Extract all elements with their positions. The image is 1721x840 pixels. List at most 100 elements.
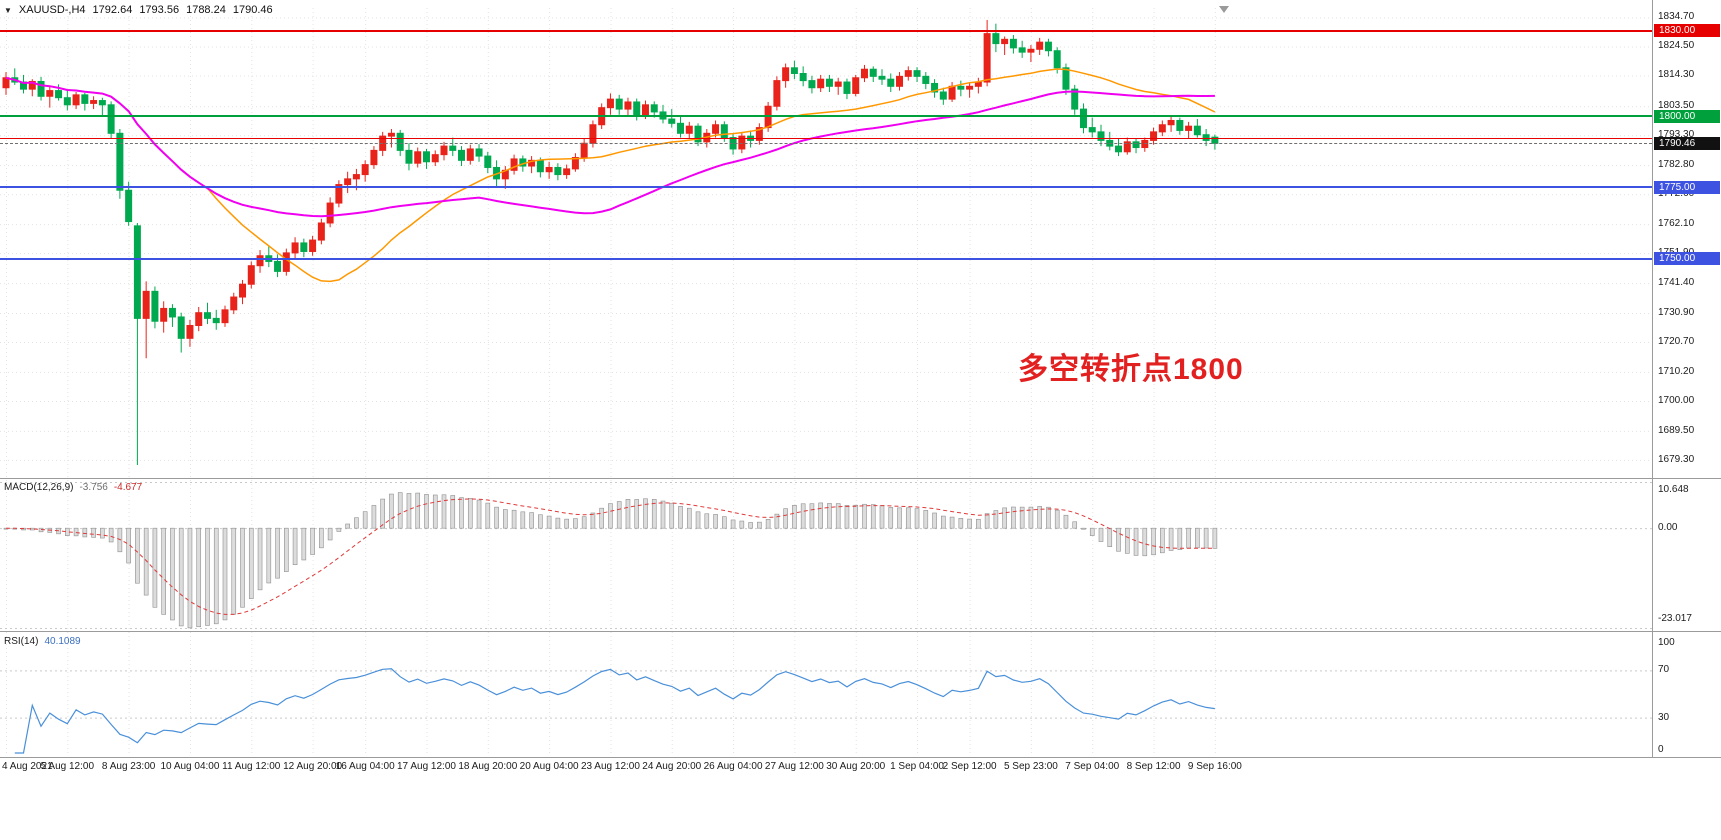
candle-body <box>1097 131 1105 141</box>
macd-histogram-bar <box>476 499 482 529</box>
macd-histogram-bar <box>1168 527 1174 551</box>
candle-body <box>309 239 317 252</box>
candle-body <box>2 77 10 89</box>
chart-shift-icon[interactable] <box>1219 6 1229 13</box>
macd-histogram-bar <box>1160 527 1165 554</box>
candle-body <box>256 255 264 267</box>
horizontal-line-1775[interactable] <box>0 186 1652 189</box>
candle-body <box>939 91 947 100</box>
price-axis-border <box>1652 0 1653 757</box>
macd-histogram-bar <box>573 518 578 529</box>
candle-body <box>475 148 483 157</box>
macd-histogram-bar <box>1098 527 1104 542</box>
time-axis-label: 18 Aug 20:00 <box>458 761 518 772</box>
macd-histogram-bar <box>503 509 508 529</box>
candle-body <box>1027 48 1035 53</box>
time-axis-label: 11 Aug 12:00 <box>222 761 281 772</box>
ohlc-high: 1793.56 <box>139 4 180 16</box>
candle-body <box>887 78 895 87</box>
candle-body <box>589 124 597 144</box>
time-axis-label: 24 Aug 20:00 <box>642 761 702 772</box>
macd-histogram-bar <box>844 505 850 529</box>
candle-body <box>160 307 168 322</box>
panel-separator-rsi[interactable] <box>0 631 1721 632</box>
macd-histogram-bar <box>240 527 245 608</box>
macd-histogram-bar <box>660 500 666 529</box>
time-axis-label: 7 Sep 04:00 <box>1065 761 1120 772</box>
candle-body <box>247 265 255 285</box>
candle-body <box>440 145 448 156</box>
horizontal-line-1800[interactable] <box>0 115 1652 118</box>
macd-histogram-bar <box>590 512 596 529</box>
price-axis-label: 1689.50 <box>1658 424 1695 436</box>
macd-histogram-bar <box>529 512 534 529</box>
macd-histogram-bar <box>319 527 324 549</box>
panel-separator-macd[interactable] <box>0 478 1721 479</box>
macd-histogram-bar <box>993 510 999 529</box>
candle-body <box>230 296 238 311</box>
macd-histogram-bar <box>713 514 718 529</box>
macd-histogram-bar <box>1037 506 1042 529</box>
price-axis-label: 1679.30 <box>1658 453 1695 465</box>
candle-body <box>624 101 632 110</box>
macd-histogram-bar <box>669 502 675 529</box>
candle-body <box>694 125 702 143</box>
price-axis-label: 1814.30 <box>1658 69 1695 81</box>
macd-histogram-bar <box>284 527 289 572</box>
candle-body <box>510 158 518 171</box>
candle-body <box>239 283 247 298</box>
rsi-line <box>14 668 1215 754</box>
macd-histogram-bar <box>1177 527 1183 550</box>
macd-histogram-bar <box>205 527 210 626</box>
macd-histogram-bar <box>1081 527 1086 530</box>
candle-body <box>282 252 290 272</box>
horizontal-line-1750[interactable] <box>0 257 1652 260</box>
candle-body <box>712 124 720 134</box>
macd-histogram-bar <box>1046 506 1051 529</box>
macd-value-main: -3.756 <box>79 482 108 493</box>
macd-histogram-bar <box>625 499 631 529</box>
macd-histogram-bar <box>1203 527 1209 549</box>
macd-histogram-bar <box>862 503 867 529</box>
macd-histogram-bar <box>792 504 797 529</box>
candle-body <box>966 85 974 90</box>
candle-body <box>755 127 763 141</box>
macd-histogram-bar <box>345 523 350 529</box>
macd-histogram-bar <box>310 527 315 555</box>
time-axis-label: 30 Aug 20:00 <box>826 761 886 772</box>
macd-histogram-bar <box>380 498 385 529</box>
macd-histogram-bar <box>722 516 727 529</box>
macd-histogram-bar <box>135 527 140 584</box>
macd-histogram-bar <box>1011 506 1016 529</box>
rsi-axis-label: 70 <box>1658 664 1670 676</box>
candle-body <box>1202 134 1210 141</box>
macd-histogram-bar <box>879 505 885 529</box>
macd-histogram-bar <box>65 527 70 536</box>
current-price-line <box>0 143 1652 145</box>
candle-body <box>422 151 430 163</box>
candle-body <box>1053 50 1061 69</box>
macd-histogram-bar <box>818 502 823 529</box>
candle-body <box>729 137 737 150</box>
macd-histogram-bar <box>82 527 88 538</box>
candle-body <box>396 132 404 151</box>
macd-histogram-bar <box>634 499 640 529</box>
macd-histogram-bar <box>616 501 622 529</box>
symbol-dropdown-icon[interactable]: ▼ <box>4 5 12 15</box>
candle-body <box>55 90 63 99</box>
candle-body <box>808 80 816 89</box>
candle-body <box>904 70 912 77</box>
candle-body <box>580 142 588 158</box>
horizontal-line-1830[interactable] <box>0 29 1652 32</box>
horizontal-line-1792[interactable] <box>0 138 1652 140</box>
candle-body <box>1158 124 1166 133</box>
candle-body <box>125 189 133 223</box>
candle-body <box>817 78 825 89</box>
macd-histogram-bar <box>213 527 219 625</box>
candle-body <box>747 135 755 141</box>
candle-body <box>1123 141 1131 153</box>
candle-body <box>860 68 868 79</box>
candle-body <box>896 75 904 87</box>
rsi-axis-label: 30 <box>1658 711 1670 723</box>
